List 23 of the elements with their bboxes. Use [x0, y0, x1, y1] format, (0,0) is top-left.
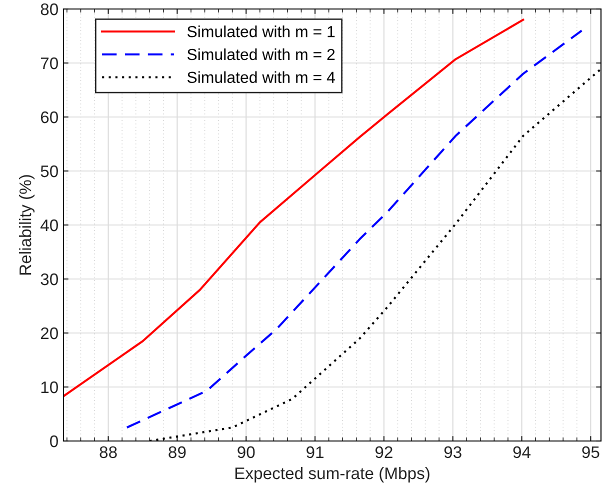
x-axis-title: Expected sum-rate (Mbps): [235, 466, 430, 482]
x-tick-label: 93: [444, 446, 462, 458]
x-tick-label: 90: [238, 446, 255, 458]
y-tick-label: 20: [40, 327, 58, 340]
y-tick-label: 60: [40, 111, 58, 124]
x-tick-label: 88: [100, 446, 117, 458]
legend-label: Simulated with m = 2: [187, 48, 335, 60]
y-tick-label: 50: [40, 165, 58, 178]
x-tick-label: 95: [582, 446, 600, 458]
x-tick-label: 89: [168, 446, 186, 458]
y-tick-label: 10: [41, 381, 58, 394]
y-tick-label: 0: [50, 435, 58, 448]
legend-label: Simulated with m = 4: [187, 71, 335, 84]
y-axis-title: Reliability (%): [19, 175, 35, 275]
y-tick-label: 80: [40, 3, 58, 16]
legend-label: Simulated with m = 1: [187, 26, 335, 38]
x-tick-label: 92: [375, 446, 392, 458]
y-tick-label: 70: [40, 57, 58, 70]
line-series: [64, 18, 524, 398]
y-tick-label: 30: [40, 273, 58, 286]
y-tick-label: 40: [40, 219, 58, 232]
x-tick-label: 94: [513, 446, 531, 458]
x-tick-label: 91: [306, 446, 324, 458]
